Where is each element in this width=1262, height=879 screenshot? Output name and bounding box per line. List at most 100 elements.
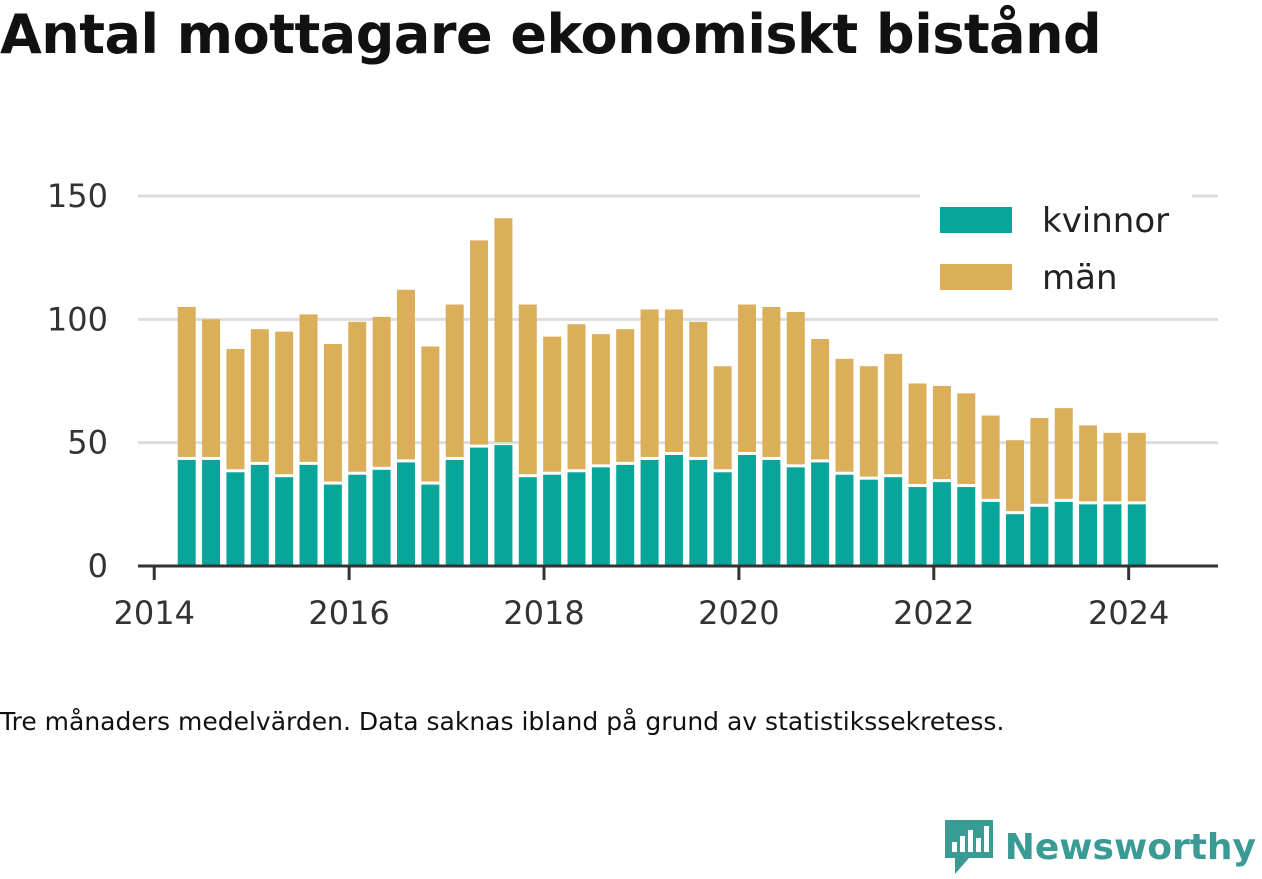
legend-swatch-kvinnor xyxy=(940,207,1012,233)
bar-man xyxy=(226,348,245,470)
legend-label-kvinnor: kvinnor xyxy=(1042,201,1169,241)
bar-kvinnor xyxy=(957,487,976,566)
bar-man xyxy=(835,358,854,472)
bar-man xyxy=(348,321,367,472)
bar-kvinnor xyxy=(1079,504,1098,566)
bar-man xyxy=(859,366,878,477)
bar-man xyxy=(1103,432,1122,502)
bar-man xyxy=(372,316,391,467)
bar-man xyxy=(932,385,951,480)
y-tick-label: 50 xyxy=(67,424,108,462)
y-tick-label: 100 xyxy=(47,300,108,338)
bar-man xyxy=(884,353,903,475)
brand: Newsworthy xyxy=(943,818,1256,876)
bar-man xyxy=(762,307,781,457)
bar-kvinnor xyxy=(275,477,294,566)
bar-man xyxy=(250,329,269,462)
bar-kvinnor xyxy=(664,455,683,566)
bar-man xyxy=(421,346,440,482)
bar-kvinnor xyxy=(348,474,367,566)
bar-kvinnor xyxy=(202,459,221,566)
bar-kvinnor xyxy=(470,447,489,566)
bar-kvinnor xyxy=(738,455,757,566)
newsworthy-logo-icon xyxy=(944,820,993,874)
bar-kvinnor xyxy=(591,467,610,566)
bar-kvinnor xyxy=(1054,501,1073,566)
bar-kvinnor xyxy=(1030,506,1049,566)
legend-swatch-man xyxy=(940,264,1012,290)
brand-name: Newsworthy xyxy=(1004,826,1256,868)
bar-kvinnor xyxy=(1127,504,1146,566)
bar-kvinnor xyxy=(689,459,708,566)
bar-man xyxy=(664,309,683,452)
bar-man xyxy=(1005,440,1024,512)
bar-man xyxy=(177,307,196,457)
bar-chart: 0 50 100 150 2014 2016 2018 2020 2022 2024 kvinn… xyxy=(47,177,1218,632)
bar-kvinnor xyxy=(226,472,245,566)
bar-man xyxy=(445,304,464,457)
bar-man xyxy=(908,383,927,485)
x-tick-label: 2020 xyxy=(698,594,779,632)
bar-man xyxy=(616,329,635,462)
bar-kvinnor xyxy=(908,487,927,566)
x-axis: 2014 2016 2018 2020 2022 2024 xyxy=(114,564,1218,632)
bar-man xyxy=(957,393,976,485)
x-tick-label: 2022 xyxy=(893,594,974,632)
bar-kvinnor xyxy=(884,477,903,566)
y-tick-label: 150 xyxy=(47,177,108,215)
y-axis-ticks: 0 50 100 150 xyxy=(47,177,108,585)
bar-man xyxy=(323,344,342,482)
bar-man xyxy=(299,314,318,462)
bar-man xyxy=(1127,432,1146,502)
x-tick-label: 2016 xyxy=(308,594,389,632)
bar-kvinnor xyxy=(762,459,781,566)
bar-kvinnor xyxy=(981,501,1000,566)
bar-man xyxy=(786,311,805,465)
bar-kvinnor xyxy=(372,469,391,566)
bar-man xyxy=(640,309,659,457)
bar-man xyxy=(202,319,221,457)
bar-kvinnor xyxy=(616,464,635,566)
bar-kvinnor xyxy=(445,459,464,566)
x-tick-label: 2018 xyxy=(503,594,584,632)
bar-kvinnor xyxy=(713,472,732,566)
bar-man xyxy=(1079,425,1098,502)
bar-kvinnor xyxy=(299,464,318,566)
bar-kvinnor xyxy=(396,462,415,566)
bar-kvinnor xyxy=(811,462,830,566)
bar-kvinnor xyxy=(543,474,562,566)
legend: kvinnor män xyxy=(920,192,1192,310)
bar-man xyxy=(543,336,562,472)
bar-man xyxy=(1030,418,1049,504)
bar-man xyxy=(494,218,513,443)
y-tick-label: 0 xyxy=(88,547,108,585)
bar-kvinnor xyxy=(323,484,342,566)
bar-man xyxy=(713,366,732,470)
bar-man xyxy=(470,240,489,445)
bar-man xyxy=(738,304,757,452)
bar-man xyxy=(981,415,1000,499)
bar-man xyxy=(518,304,537,475)
bar-man xyxy=(689,321,708,457)
bar-kvinnor xyxy=(250,464,269,566)
bar-kvinnor xyxy=(494,445,513,566)
legend-label-man: män xyxy=(1042,258,1118,298)
bars xyxy=(177,218,1146,566)
bar-kvinnor xyxy=(1005,514,1024,566)
bar-kvinnor xyxy=(835,474,854,566)
bar-man xyxy=(591,334,610,465)
bar-man xyxy=(275,331,294,475)
bar-kvinnor xyxy=(640,459,659,566)
bar-man xyxy=(1054,408,1073,499)
x-tick-label: 2024 xyxy=(1088,594,1169,632)
bar-man xyxy=(567,324,586,470)
bar-man xyxy=(396,289,415,460)
bar-kvinnor xyxy=(421,484,440,566)
chart-note: Tre månaders medelvärden. Data saknas ib… xyxy=(0,707,1005,736)
bar-kvinnor xyxy=(518,477,537,566)
bar-kvinnor xyxy=(932,482,951,566)
bar-kvinnor xyxy=(1103,504,1122,566)
bar-kvinnor xyxy=(177,459,196,566)
bar-man xyxy=(811,339,830,460)
bar-kvinnor xyxy=(567,472,586,566)
